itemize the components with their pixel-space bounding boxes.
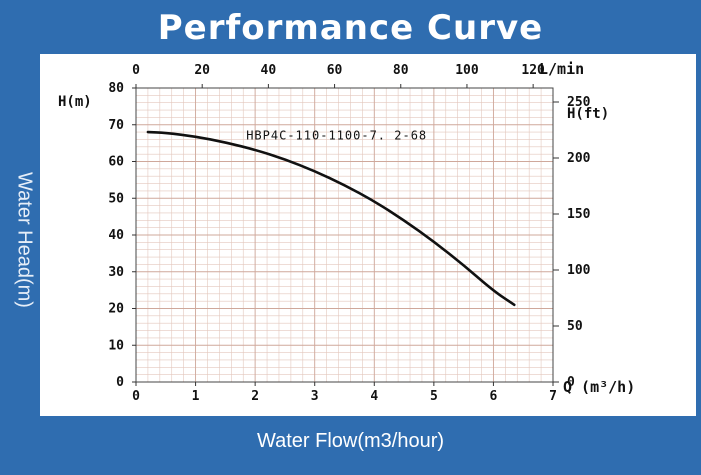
x-bottom-label: Water Flow(m3/hour) <box>256 430 445 452</box>
y-side-label: Water Head(m) <box>13 172 36 308</box>
performance-curve <box>146 130 516 307</box>
y-axis-label: H(m) <box>58 94 92 110</box>
y-tick-label: 80 <box>108 81 124 96</box>
y-tick-label: 10 <box>108 338 124 353</box>
right-tick-label: 150 <box>567 207 591 222</box>
top-axis-label: L/min <box>539 60 584 78</box>
x-tick-label: 5 <box>430 389 438 404</box>
x-tick-label: 3 <box>311 389 319 404</box>
x-axis-label: Q (m³/h) <box>563 378 635 396</box>
top-tick-label: 0 <box>132 63 140 78</box>
y-tick-label: 60 <box>108 155 124 170</box>
y-tick-label: 40 <box>108 228 124 243</box>
y-tick-label: 70 <box>108 118 124 133</box>
x-tick-label: 0 <box>132 389 140 404</box>
right-tick-label: 200 <box>567 151 591 166</box>
chart-title: Performance Curve <box>157 8 544 48</box>
y-tick-label: 30 <box>108 265 124 280</box>
right-tick-label: 100 <box>567 263 591 278</box>
right-tick-label: 250 <box>567 95 591 110</box>
right-tick-label: 50 <box>567 319 583 334</box>
y-tick-label: 50 <box>108 191 124 206</box>
right-axis-label: H(ft) <box>567 106 609 122</box>
y-tick-label: 20 <box>108 302 124 317</box>
top-tick-label: 20 <box>194 63 210 78</box>
x-tick-label: 6 <box>490 389 498 404</box>
x-tick-label: 4 <box>370 389 378 404</box>
top-tick-label: 100 <box>455 63 479 78</box>
right-tick-label: 0 <box>567 375 575 390</box>
x-tick-label: 7 <box>549 389 557 404</box>
top-tick-label: 80 <box>393 63 409 78</box>
series-label: HBP4C-110-1100-7. 2-68 <box>246 128 427 142</box>
top-tick-label: 40 <box>261 63 277 78</box>
x-tick-label: 1 <box>192 389 200 404</box>
top-tick-label: 60 <box>327 63 343 78</box>
x-tick-label: 2 <box>251 389 259 404</box>
top-tick-label: 120 <box>521 63 545 78</box>
y-tick-label: 0 <box>116 375 124 390</box>
